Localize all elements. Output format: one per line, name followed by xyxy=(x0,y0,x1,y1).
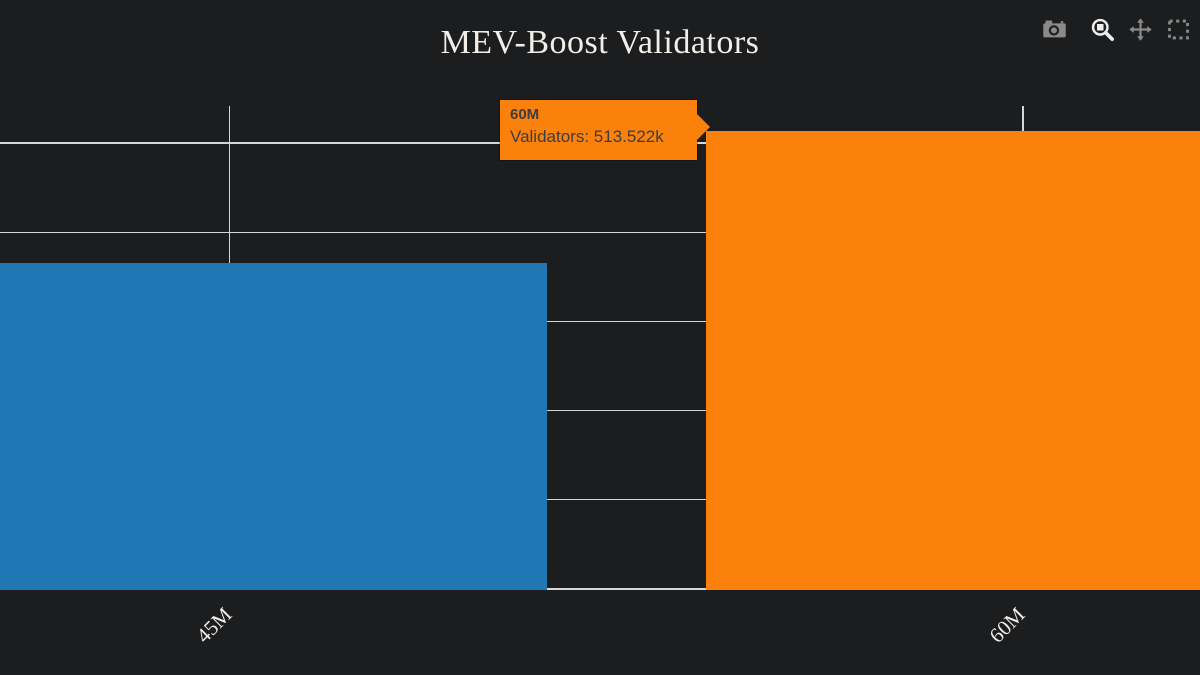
pan-mode-button[interactable] xyxy=(1127,16,1154,43)
tooltip-caret xyxy=(696,113,710,141)
y-gridline xyxy=(0,409,1200,412)
x-tick-label-45m: 45M xyxy=(190,602,237,648)
modebar xyxy=(1041,16,1192,43)
camera-icon xyxy=(1043,20,1066,38)
y-gridline xyxy=(0,499,1200,501)
download-png-button[interactable] xyxy=(1041,16,1068,43)
x-tick-label-60m: 60M xyxy=(984,602,1030,648)
y-gridline xyxy=(0,231,1200,233)
bar-60m[interactable] xyxy=(706,130,1200,590)
box-select-button[interactable] xyxy=(1165,16,1192,43)
y-gridline xyxy=(0,588,1200,590)
hover-tooltip: 60M Validators: 513.522k xyxy=(500,100,710,160)
y-gridline xyxy=(0,320,1200,323)
zoom-mode-button[interactable] xyxy=(1089,16,1116,43)
tooltip-category: 60M xyxy=(510,106,540,123)
bar-45m[interactable] xyxy=(0,263,547,590)
chart-title: MEV-Boost Validators xyxy=(440,24,760,61)
pan-icon xyxy=(1129,18,1152,41)
zoom-icon xyxy=(1091,18,1114,41)
tooltip-value: Validators: 513.522k xyxy=(510,127,664,146)
box-select-icon xyxy=(1168,19,1189,40)
